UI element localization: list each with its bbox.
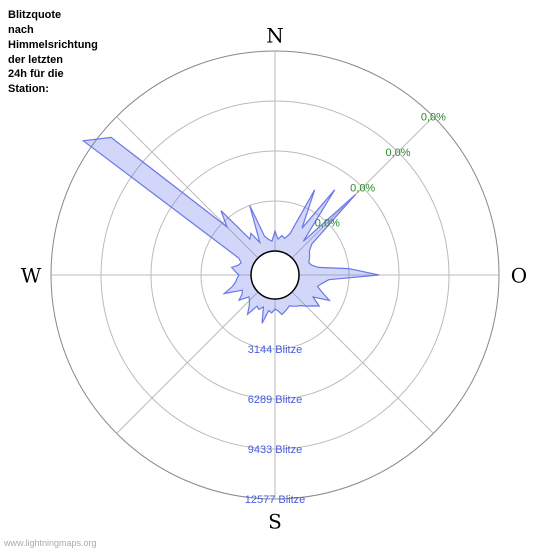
- cardinal-w: W: [21, 264, 42, 288]
- title-line: nach: [8, 23, 98, 38]
- pct-label: 0,0%: [315, 218, 340, 230]
- pct-label: 0,0%: [385, 147, 410, 159]
- cardinal-n: N: [266, 24, 284, 48]
- pct-label: 0,0%: [350, 182, 375, 194]
- footer-credit: www.lightningmaps.org: [4, 538, 97, 548]
- blitze-label: 12577 Blitze: [245, 494, 306, 506]
- pct-label: 0,0%: [421, 112, 446, 124]
- grid-spoke: [292, 292, 433, 433]
- rose-shape: [83, 137, 379, 323]
- center-circle: [251, 251, 299, 299]
- grid-spoke: [117, 292, 258, 433]
- chart-title: BlitzquotenachHimmelsrichtungder letzten…: [8, 8, 98, 97]
- cardinal-s: S: [268, 510, 282, 534]
- title-line: Himmelsrichtung: [8, 38, 98, 53]
- title-line: der letzten: [8, 53, 98, 68]
- title-line: 24h für die: [8, 67, 98, 82]
- cardinal-e: O: [511, 264, 527, 288]
- title-line: Blitzquote: [8, 8, 98, 23]
- blitze-label: 9433 Blitze: [248, 444, 302, 456]
- blitze-label: 6289 Blitze: [248, 394, 302, 406]
- blitze-label: 3144 Blitze: [248, 344, 302, 356]
- title-line: Station:: [8, 82, 98, 97]
